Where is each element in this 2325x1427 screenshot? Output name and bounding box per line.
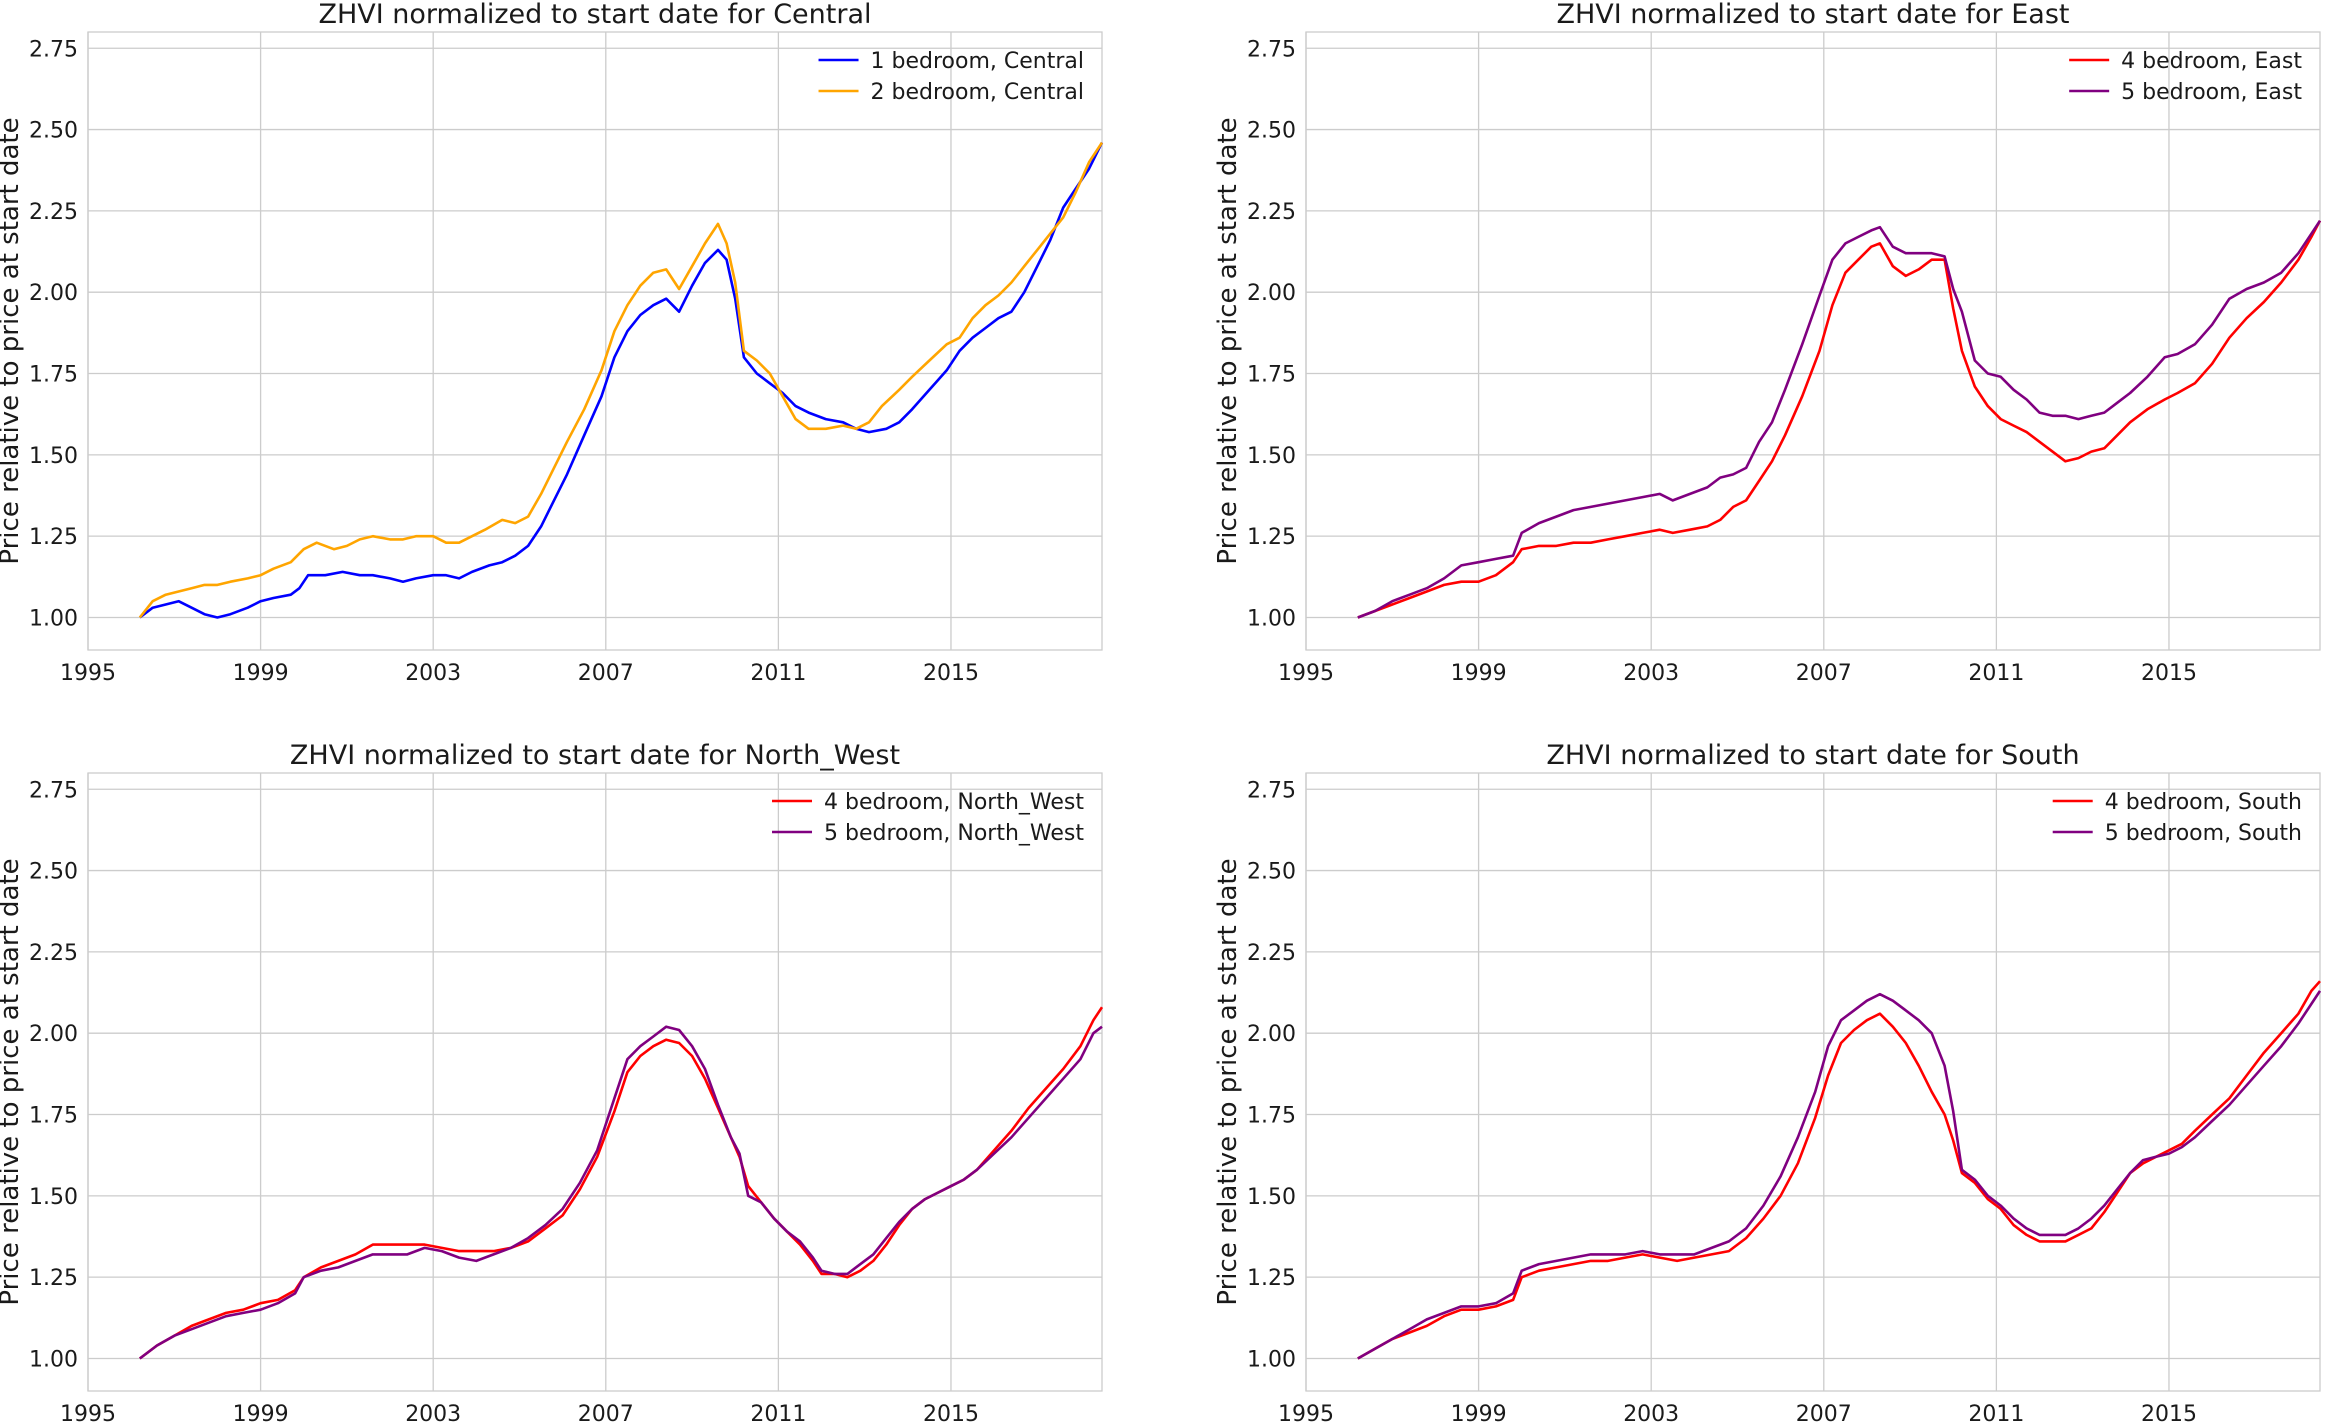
y-tick-label: 2.25 <box>29 941 78 966</box>
y-tick-label: 2.50 <box>1247 119 1296 144</box>
chart-panel: 1.00 1.25 1.50 1.75 2.00 2.25 2.50 2.75 1995 1999… <box>0 0 1104 686</box>
legend-label: 2 bedroom, Central <box>871 80 1084 105</box>
chart-panel: 1.00 1.25 1.50 1.75 2.00 2.25 2.50 2.75 1995 1999… <box>1213 740 2322 1427</box>
x-tick-label: 2003 <box>405 661 461 686</box>
x-tick-label: 2011 <box>750 1402 806 1427</box>
series-line <box>1357 219 2322 619</box>
series-line <box>138 141 1104 619</box>
x-tick-label: 1999 <box>233 1402 289 1427</box>
y-tick-label: 1.00 <box>29 1347 78 1372</box>
x-tick-label: 1999 <box>1451 1402 1507 1427</box>
y-tick-label: 1.75 <box>29 363 78 388</box>
y-tick-label: 1.75 <box>1247 363 1296 388</box>
plot-frame <box>1305 772 2321 1392</box>
series-line <box>139 142 1104 619</box>
x-tick-label: 1995 <box>1278 661 1334 686</box>
x-tick-label: 2003 <box>1623 1402 1679 1427</box>
chart-title: ZHVI normalized to start date for North_… <box>290 740 900 771</box>
y-tick-label: 1.25 <box>1247 525 1296 550</box>
x-tick-label: 2015 <box>923 661 979 686</box>
y-tick-label: 1.25 <box>1247 1266 1296 1291</box>
y-tick-label: 1.00 <box>29 606 78 631</box>
y-tick-label: 2.25 <box>29 200 78 225</box>
y-tick-label: 1.25 <box>29 1266 78 1291</box>
chart-panel: 1.00 1.25 1.50 1.75 2.00 2.25 2.50 2.75 1995 1999… <box>1213 0 2322 686</box>
legend-label: 5 bedroom, East <box>2121 80 2302 105</box>
x-tick-label: 2015 <box>2141 1402 2197 1427</box>
y-tick-label: 2.00 <box>29 1022 78 1047</box>
y-tick-label: 1.50 <box>1247 444 1296 469</box>
y-axis-label: Price relative to price at start date <box>1213 117 1243 564</box>
series-line <box>1357 220 2322 619</box>
x-tick-label: 1995 <box>60 661 116 686</box>
y-tick-label: 2.00 <box>29 281 78 306</box>
x-tick-label: 1995 <box>1278 1402 1334 1427</box>
y-tick-label: 1.00 <box>1247 606 1296 631</box>
x-tick-label: 2003 <box>405 1402 461 1427</box>
plot-frame <box>87 31 1103 651</box>
plot-frame <box>1305 31 2321 651</box>
series-line <box>139 1025 1103 1360</box>
x-tick-label: 2007 <box>578 1402 634 1427</box>
y-tick-label: 2.75 <box>29 778 78 803</box>
legend: 4 bedroom, North_West 5 bedroom, North_We… <box>772 790 1084 846</box>
y-axis-label: Price relative to price at start date <box>1213 858 1243 1305</box>
chart-panel: 1.00 1.25 1.50 1.75 2.00 2.25 2.50 2.75 1995 1999… <box>0 740 1104 1427</box>
chart-title: ZHVI normalized to start date for Centra… <box>318 0 871 30</box>
y-tick-label: 1.25 <box>29 525 78 550</box>
y-axis-label: Price relative to price at start date <box>0 117 25 564</box>
x-tick-label: 2011 <box>750 661 806 686</box>
x-tick-label: 2011 <box>1968 1402 2024 1427</box>
x-tick-label: 2007 <box>1796 1402 1852 1427</box>
series-line <box>1357 980 2321 1360</box>
legend-label: 4 bedroom, North_West <box>824 790 1084 815</box>
plot-frame <box>87 772 1103 1392</box>
y-tick-label: 1.50 <box>1247 1185 1296 1210</box>
y-tick-label: 2.25 <box>1247 941 1296 966</box>
x-tick-label: 2015 <box>923 1402 979 1427</box>
x-tick-label: 1999 <box>233 661 289 686</box>
y-tick-label: 2.75 <box>1247 778 1296 803</box>
y-tick-label: 2.50 <box>1247 860 1296 885</box>
y-tick-label: 1.00 <box>1247 1347 1296 1372</box>
legend-label: 5 bedroom, South <box>2105 821 2302 846</box>
chart-title: ZHVI normalized to start date for South <box>1546 740 2079 771</box>
x-tick-label: 2003 <box>1623 661 1679 686</box>
y-tick-label: 1.75 <box>29 1104 78 1129</box>
x-tick-label: 2015 <box>2141 661 2197 686</box>
y-tick-label: 1.50 <box>29 444 78 469</box>
legend: 1 bedroom, Central 2 bedroom, Central <box>818 49 1084 105</box>
legend: 4 bedroom, South 5 bedroom, South <box>2052 790 2302 846</box>
x-tick-label: 2007 <box>578 661 634 686</box>
y-tick-label: 2.00 <box>1247 1022 1296 1047</box>
x-tick-label: 1999 <box>1451 661 1507 686</box>
y-tick-label: 2.25 <box>1247 200 1296 225</box>
x-tick-label: 2011 <box>1968 661 2024 686</box>
y-tick-label: 2.75 <box>29 37 78 62</box>
series-line <box>1357 990 2322 1360</box>
y-tick-label: 2.75 <box>1247 37 1296 62</box>
legend-label: 4 bedroom, East <box>2121 49 2302 74</box>
y-axis-label: Price relative to price at start date <box>0 858 25 1305</box>
x-tick-label: 1995 <box>60 1402 116 1427</box>
y-tick-label: 2.50 <box>29 119 78 144</box>
y-tick-label: 2.50 <box>29 860 78 885</box>
legend-label: 4 bedroom, South <box>2105 790 2302 815</box>
x-tick-label: 2007 <box>1796 661 1852 686</box>
y-tick-label: 1.75 <box>1247 1104 1296 1129</box>
chart-title: ZHVI normalized to start date for East <box>1556 0 2069 30</box>
legend: 4 bedroom, East 5 bedroom, East <box>2069 49 2302 105</box>
legend-label: 1 bedroom, Central <box>871 49 1084 74</box>
y-tick-label: 1.50 <box>29 1185 78 1210</box>
legend-label: 5 bedroom, North_West <box>824 821 1084 846</box>
y-tick-label: 2.00 <box>1247 281 1296 306</box>
